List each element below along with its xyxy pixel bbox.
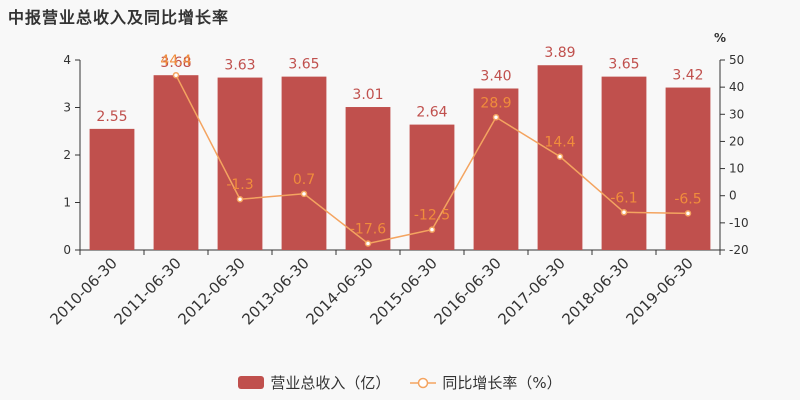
y-left-tick-label: 3 bbox=[63, 101, 71, 115]
bar-value-label: 3.65 bbox=[288, 57, 319, 73]
bar bbox=[217, 77, 263, 250]
bar-value-label: 3.68 bbox=[160, 55, 191, 71]
bar-value-label: 3.65 bbox=[608, 57, 639, 73]
x-tick-label: 2011-06-30 bbox=[110, 254, 184, 328]
growth-point bbox=[684, 210, 692, 217]
bar-value-label: 3.42 bbox=[672, 68, 703, 84]
y-left-tick-label: 4 bbox=[63, 53, 71, 67]
growth-point bbox=[172, 71, 180, 79]
bar bbox=[89, 128, 135, 250]
y-left-tick-label: 1 bbox=[63, 196, 71, 210]
legend-label-revenue: 营业总收入（亿） bbox=[270, 374, 391, 392]
growth-value-label: 14.4 bbox=[544, 135, 575, 151]
growth-value-label: -1.3 bbox=[226, 177, 253, 193]
legend-item-growth[interactable]: 同比增长率（%） bbox=[410, 372, 562, 393]
y-right-tick-label: 10 bbox=[729, 162, 744, 176]
growth-point bbox=[364, 240, 372, 247]
growth-point bbox=[620, 209, 628, 216]
x-tick-label: 2017-06-30 bbox=[494, 254, 568, 328]
bar-value-label: 3.40 bbox=[480, 69, 511, 85]
x-tick-label: 2019-06-30 bbox=[622, 254, 696, 328]
bar-value-label: 3.63 bbox=[224, 58, 255, 74]
bar-value-label: 2.55 bbox=[96, 109, 127, 125]
y-left-tick-label: 2 bbox=[63, 148, 71, 162]
bar bbox=[281, 76, 327, 250]
bar bbox=[153, 75, 199, 250]
growth-point bbox=[492, 114, 500, 121]
y-right-tick-label: 20 bbox=[729, 134, 744, 148]
x-tick-label: 2010-06-30 bbox=[46, 254, 120, 328]
chart-title: 中报营业总收入及同比增长率 bbox=[8, 8, 230, 27]
x-tick-label: 2012-06-30 bbox=[174, 254, 248, 328]
legend-item-revenue[interactable]: 营业总收入（亿） bbox=[238, 372, 390, 393]
y-right-tick-label: -20 bbox=[729, 243, 749, 257]
y-right-tick-label: 40 bbox=[729, 80, 744, 94]
y-right-tick-label: 50 bbox=[729, 53, 744, 67]
x-tick-label: 2014-06-30 bbox=[302, 254, 376, 328]
y-right-unit: % bbox=[714, 31, 726, 45]
bar bbox=[473, 88, 519, 250]
y-right-tick-label: -10 bbox=[729, 216, 749, 230]
growth-point bbox=[428, 226, 436, 233]
legend-swatch-bar bbox=[238, 376, 265, 389]
bar bbox=[345, 107, 391, 251]
legend-label-growth: 同比增长率（%） bbox=[442, 374, 562, 392]
bar-value-label: 3.89 bbox=[544, 45, 575, 61]
growth-value-label: 28.9 bbox=[480, 95, 511, 111]
growth-value-label: -12.5 bbox=[414, 208, 450, 224]
x-tick-label: 2018-06-30 bbox=[558, 254, 632, 328]
growth-value-label: -17.6 bbox=[350, 221, 386, 237]
y-left-tick-label: 0 bbox=[63, 243, 71, 257]
bar bbox=[665, 87, 711, 250]
growth-value-label: 44.4 bbox=[160, 53, 191, 69]
bar-value-label: 3.01 bbox=[352, 87, 383, 103]
x-tick-label: 2015-06-30 bbox=[366, 254, 440, 328]
y-right-tick-label: 0 bbox=[729, 189, 737, 203]
growth-value-label: -6.1 bbox=[610, 190, 637, 206]
chart-legend: 营业总收入（亿） 同比增长率（%） bbox=[0, 372, 800, 393]
bar-value-label: 2.64 bbox=[416, 105, 447, 121]
legend-swatch-line bbox=[410, 377, 437, 388]
bar bbox=[601, 76, 647, 250]
x-tick-label: 2013-06-30 bbox=[238, 254, 312, 328]
growth-point bbox=[300, 190, 308, 198]
growth-point bbox=[556, 153, 564, 160]
y-right-tick-label: 30 bbox=[729, 107, 744, 121]
x-tick-label: 2016-06-30 bbox=[430, 254, 504, 328]
growth-value-label: -6.5 bbox=[674, 191, 701, 207]
growth-point bbox=[236, 195, 244, 203]
growth-value-label: 0.7 bbox=[293, 172, 315, 188]
